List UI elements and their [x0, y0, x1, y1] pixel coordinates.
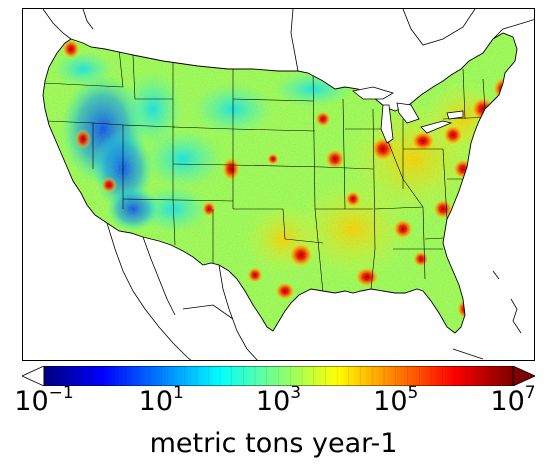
- map-canvas: [42, 9, 534, 360]
- colorbar-min-extension: [22, 366, 45, 386]
- state-boundaries: [43, 48, 494, 294]
- tick-base: 10: [138, 386, 174, 417]
- tick-base: 10: [14, 386, 49, 417]
- colorbar-gradient: [22, 366, 535, 386]
- tick-base: 10: [373, 386, 408, 417]
- colorbar-tick-label: 10−1: [14, 385, 73, 417]
- tick-exponent: 3: [290, 383, 302, 403]
- tick-exponent: −1: [48, 383, 74, 403]
- tick-exponent: 7: [524, 383, 536, 403]
- colorbar: [22, 366, 535, 386]
- colorbar-tick-label: 101: [138, 385, 184, 417]
- neighbor-coastlines: [42, 9, 534, 360]
- tick-base: 10: [255, 386, 291, 417]
- emissions-heatmap: [43, 33, 517, 333]
- emissions-map: [22, 8, 535, 361]
- colorbar-tick-label: 105: [373, 385, 418, 417]
- great-lakes: [352, 86, 464, 144]
- colorbar-tick-label: 103: [255, 385, 301, 417]
- colorbar-max-extension: [512, 366, 535, 386]
- tick-exponent: 1: [173, 383, 184, 403]
- tick-base: 10: [490, 386, 525, 417]
- tick-exponent: 5: [407, 383, 419, 403]
- colorbar-label: metric tons year-1: [149, 428, 398, 459]
- colorbar-tick-label: 107: [490, 385, 535, 417]
